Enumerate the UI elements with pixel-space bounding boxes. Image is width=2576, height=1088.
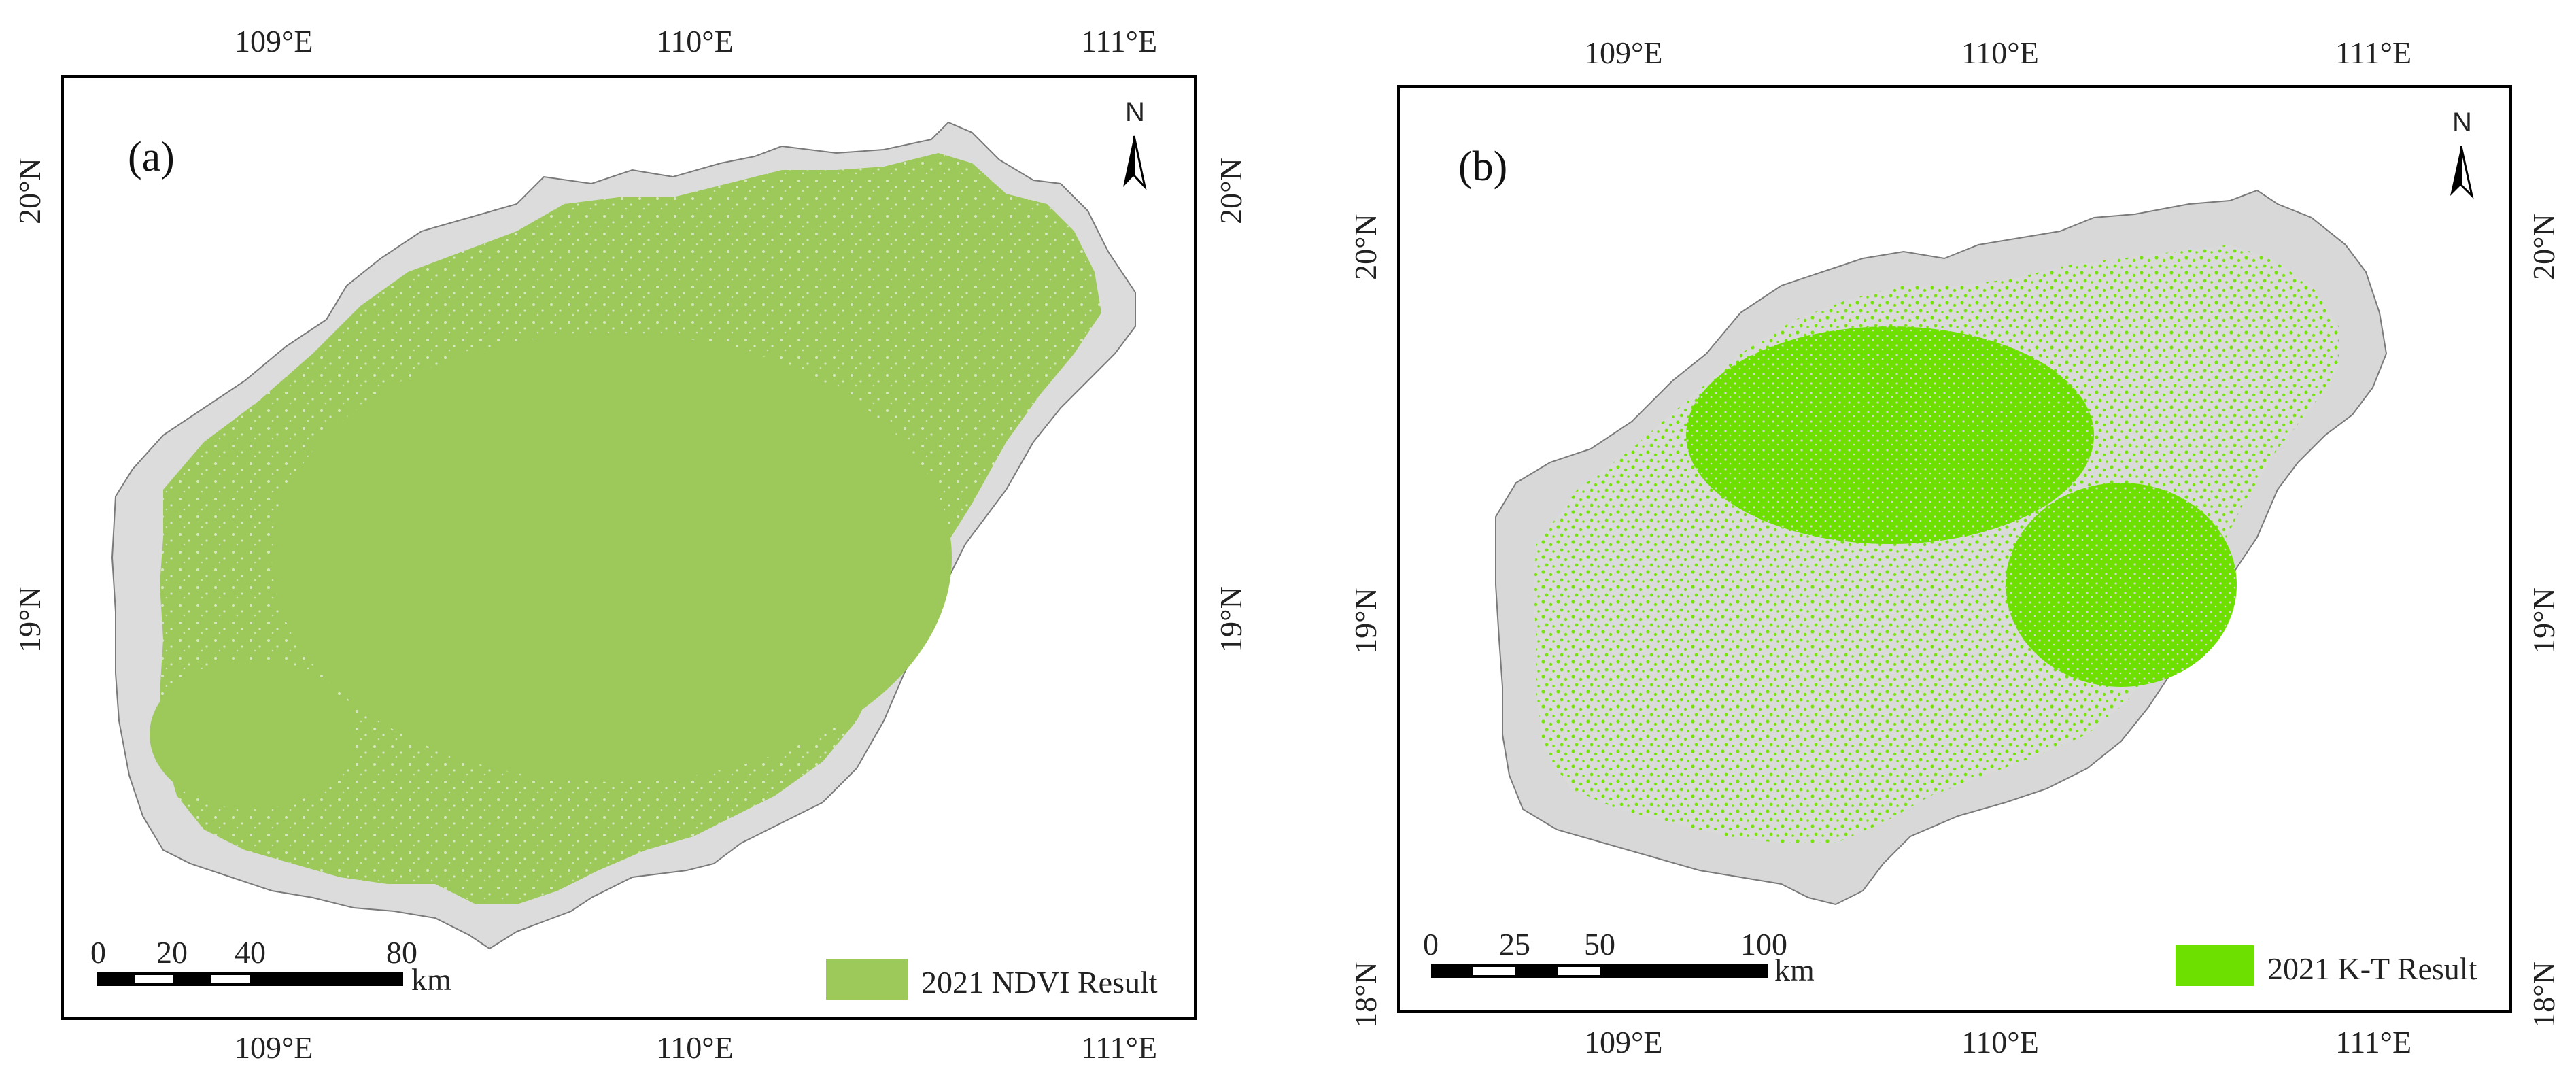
top-tick-label: 111°E <box>1081 24 1158 58</box>
scalebar-tick: 100 <box>1740 927 1787 962</box>
north-arrow-b <box>2450 146 2474 199</box>
vegetation-core-a <box>272 333 952 782</box>
panel-letter-b: (b) <box>1458 143 1508 190</box>
bottom-tick-label: 110°E <box>656 1030 734 1065</box>
scalebar-unit: km <box>411 962 451 997</box>
left-tick-label: 20°N <box>1347 214 1383 280</box>
bottom-tick-label: 109°E <box>235 1030 313 1065</box>
scalebar-a <box>97 972 403 986</box>
right-tick-label: 19°N <box>2526 588 2561 654</box>
scalebar-unit: km <box>1774 953 1815 987</box>
island-a <box>111 121 1136 950</box>
north-label-a: N <box>1125 97 1145 127</box>
scalebar-tick: 25 <box>1499 927 1530 962</box>
bottom-tick-label: 111°E <box>1081 1030 1158 1065</box>
scalebar-tick: 40 <box>235 935 266 970</box>
map-panel-b <box>1397 85 2512 1013</box>
panel-letter-a: (a) <box>128 134 175 180</box>
north-label-b: N <box>2452 107 2472 137</box>
left-tick-label: 18°N <box>1347 962 1383 1028</box>
top-tick-label: 109°E <box>1584 35 1663 70</box>
scalebar-b <box>1431 964 1768 978</box>
scalebar-tick: 80 <box>386 935 417 970</box>
vegetation-east-b <box>2006 483 2237 687</box>
island-b <box>1495 189 2388 906</box>
legend-swatch-b <box>2176 945 2254 986</box>
top-tick-label: 110°E <box>656 24 734 58</box>
bottom-tick-label: 111°E <box>2335 1025 2412 1059</box>
top-tick-label: 111°E <box>2335 35 2412 70</box>
scalebar-tick: 20 <box>156 935 188 970</box>
bottom-tick-label: 109°E <box>1584 1025 1663 1059</box>
left-tick-label: 19°N <box>1347 588 1383 654</box>
top-tick-label: 109°E <box>235 24 313 58</box>
scalebar-tick: 0 <box>90 935 106 970</box>
top-tick-label: 110°E <box>1961 35 2039 70</box>
right-tick-label: 18°N <box>2526 962 2561 1028</box>
right-tick-label: 20°N <box>2526 214 2561 280</box>
scalebar-tick: 50 <box>1584 927 1615 962</box>
legend-label-b: 2021 K-T Result <box>2267 951 2477 986</box>
bottom-tick-label: 110°E <box>1961 1025 2039 1059</box>
north-arrow-a <box>1123 135 1147 190</box>
legend-label-a: 2021 NDVI Result <box>921 965 1158 1000</box>
scalebar-tick: 0 <box>1423 927 1439 962</box>
vegetation-core-b <box>1686 326 2094 544</box>
legend-swatch-a <box>826 959 908 1000</box>
vegetation-west-a <box>150 660 354 809</box>
